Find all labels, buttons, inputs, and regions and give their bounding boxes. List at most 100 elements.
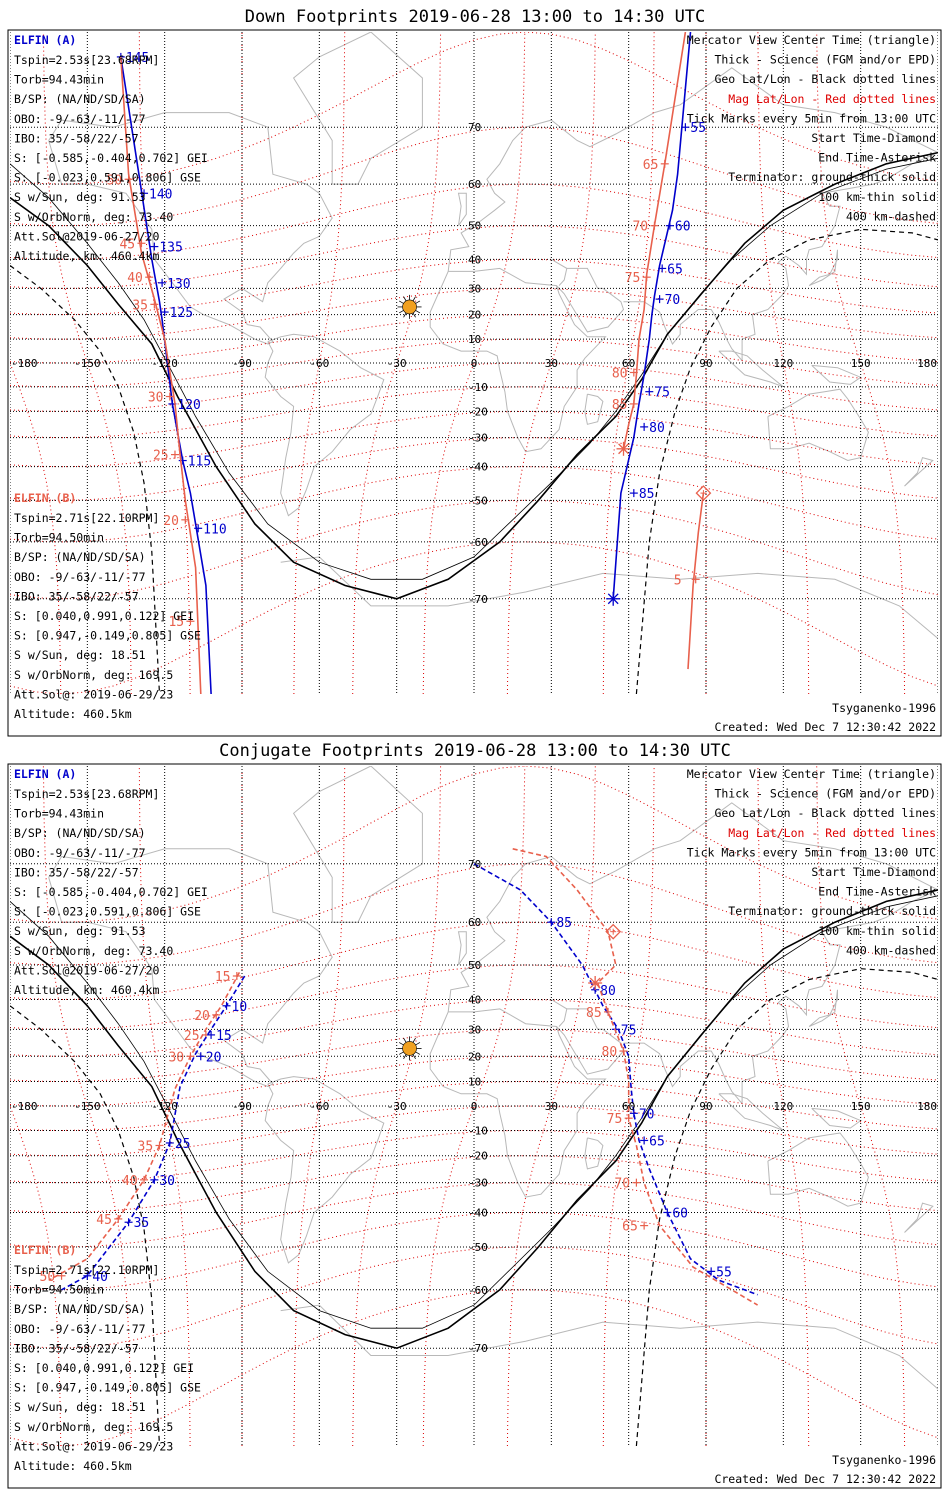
mag-lat-line [10,1155,938,1214]
start-diamond-icon [695,485,712,502]
coastline [429,267,607,453]
elfin-a-line: S w/OrbNorm, deg: 73.40 [14,944,173,958]
elfin-b-line: Tspin=2.71s[22.10RPM] [14,511,159,525]
start-diamond-icon [605,923,622,940]
tick-label: 20 [206,1050,222,1065]
legend-item: Geo Lat/Lon - Black dotted lines [714,72,936,86]
lat-tick-label: -70 [468,1342,488,1355]
down-footprints-panel: Down Footprints 2019-06-28 13:00 to 14:3… [7,7,942,737]
tick-label: 15 [215,970,231,985]
elfin-b-line: Torb=94.50min [14,531,104,545]
coastline [718,350,784,388]
tick-label: 145 [126,51,149,66]
coastline [280,556,938,639]
lat-tick-label: 40 [468,253,481,266]
tick-label: 25 [175,1137,191,1152]
tick-label: 70 [614,1177,630,1192]
legend: Mercator View Center Time (triangle) Thic… [687,767,936,957]
elfin-a-line: Altitude, km: 460.4km [14,983,159,997]
axis-labels: -180 -150 -120 -90 -60 -30 0 30 60 90 120 150 180 -70… [11,858,937,1355]
elfin-b-line: S: [0.947,-0.149,0.805] GSE [14,1381,201,1395]
tick-label: 80 [602,1045,618,1060]
coastline [48,848,333,1088]
elfin-b-line: OBO: -9/-63/-11/-77 [14,570,146,584]
tick-label: 35 [138,1139,154,1154]
lat-tick-label: 30 [468,282,481,295]
legend-item: Terminator: ground-thick solid [728,170,936,184]
elfin-b-line: S w/Sun, deg: 18.51 [14,648,146,662]
tick-label: 60 [672,1206,688,1221]
elfin-b-line: IBO: 35/-58/22/-57 [14,1341,139,1355]
mag-lat-line [10,998,938,1057]
lon-tick-label: -180 [11,357,38,370]
elfin-b-name: ELFIN (B) [14,491,76,505]
track-line [622,32,687,449]
legend-item: 400 km-dashed [846,209,936,223]
elfin-b-line: Altitude: 460.5km [14,1459,132,1473]
elfin-a-info: ELFIN (A) Tspin=2.53s[23.68RPM] Torb=94.43… [14,33,208,263]
sun-icon [397,294,422,319]
lat-tick-label: 60 [468,178,481,191]
coastline [264,333,385,517]
lon-tick-label: 90 [699,357,712,370]
mag-lat-line [10,499,938,600]
legend-item: 100 km-thin solid [818,924,936,938]
lat-tick-label: 60 [468,916,481,929]
lat-tick-label: 70 [468,858,481,871]
tick-label: 70 [639,1107,655,1122]
lat-tick-label: -40 [468,461,488,474]
terminator-100km [10,895,938,1329]
lon-tick-label: -60 [309,357,329,370]
tick-label: 30 [168,1050,184,1065]
tick-label: 80 [600,984,616,999]
tick-label: 65 [667,262,683,277]
tick-label: 125 [170,306,193,321]
elfin-b-line: S w/Sun, deg: 18.51 [14,1400,146,1414]
coastline [280,1304,938,1390]
tick-label: 130 [167,277,190,292]
lat-tick-label: 10 [468,333,481,346]
elfin-a-line: OBO: -9/-63/-11/-77 [14,112,146,126]
elfin-a-line: S w/Sun, deg: 91.53 [14,190,146,204]
elfin-a-name: ELFIN (A) [14,767,76,781]
elfin-a-line: Torb=94.43min [14,807,104,821]
elfin-a-line: Tspin=2.53s[23.68RPM] [14,53,159,67]
model-label: Tsyganenko-1996 [832,1453,936,1467]
end-asterisk-icon [616,441,631,456]
tick-label: 15 [168,615,184,630]
tick-label: 10 [232,1000,248,1015]
tick-label: 75 [621,1023,637,1038]
elfin-a-line: S: [-0.023,0.591,0.806] GSE [14,905,201,919]
lat-tick-label: 20 [468,1050,481,1063]
terminator-100km [10,157,938,580]
coastline [264,1076,385,1264]
coastline [584,393,604,425]
tick-label: 135 [159,241,182,256]
elfin-b-line: S w/OrbNorm, deg: 169.5 [14,668,173,682]
mag-lon-line [816,32,906,694]
track-line [687,492,705,670]
lon-tick-label: 0 [471,1100,478,1113]
tick-label: 40 [127,271,143,286]
lon-tick-label: 30 [545,357,558,370]
tick-label: 65 [622,1220,638,1235]
tick-label: 70 [632,220,648,235]
coastline [904,1202,934,1233]
tick-label: 45 [96,1213,112,1228]
terminator-400km [10,1005,161,1446]
tick-label: 55 [716,1265,732,1280]
lat-tick-label: -20 [468,405,488,418]
lon-tick-label: 150 [851,357,871,370]
coastline [429,1008,607,1198]
elfin-a-line: S w/OrbNorm, deg: 73.40 [14,210,173,224]
panel-title: Conjugate Footprints 2019-06-28 13:00 to… [219,741,731,761]
elfin-a-info: ELFIN (A) Tspin=2.53s[23.68RPM] Torb=94.43… [14,767,208,997]
mag-lon-line [352,32,442,694]
terminator-ground [10,151,938,600]
legend-item: Tick Marks every 5min from 13:00 UTC [687,111,936,125]
legend-item: End Time-Asterisk [818,151,936,165]
